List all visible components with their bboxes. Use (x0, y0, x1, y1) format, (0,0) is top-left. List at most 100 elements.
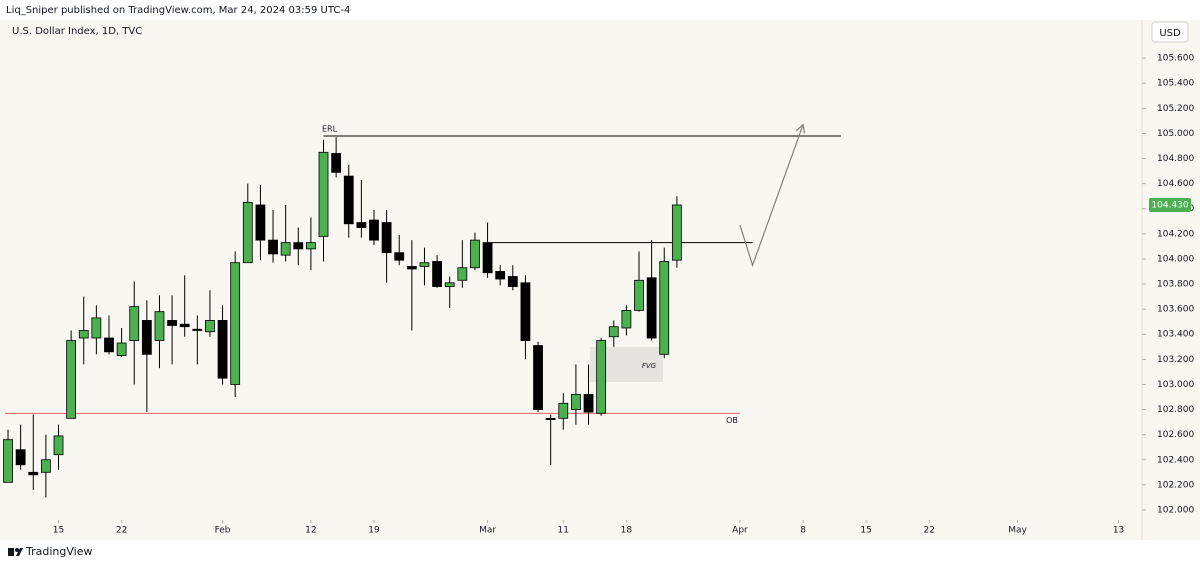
candle-body (129, 306, 140, 341)
x-tick-label: Mar (479, 526, 496, 536)
x-tick-label: 15 (53, 526, 64, 536)
y-tick-label: 102.800 (1157, 405, 1194, 415)
candle-body (255, 204, 266, 241)
y-tick-label: 105.600 (1157, 54, 1194, 64)
last-price-tag (1149, 197, 1191, 212)
candle-body (482, 242, 493, 274)
candle-body (15, 449, 26, 466)
y-tick-label: 104.200 (1157, 229, 1194, 239)
candle-body (583, 394, 594, 413)
candle-body (293, 242, 304, 250)
candle-body (141, 320, 152, 355)
x-tick-label: 22 (924, 526, 935, 536)
candle-body (91, 317, 102, 339)
candle-body (205, 320, 215, 333)
y-tick-label: 105.400 (1157, 79, 1194, 89)
candle-body (305, 242, 316, 250)
x-tick-label: 19 (368, 526, 380, 536)
y-tick-label: 102.600 (1157, 430, 1194, 440)
x-tick-label: Feb (215, 526, 231, 536)
candle-body (507, 276, 518, 287)
candle-body (394, 252, 405, 261)
x-tick-label: Apr (732, 526, 748, 536)
candle-body (646, 277, 657, 339)
y-tick-label: 105.000 (1157, 129, 1194, 139)
candle-body (154, 311, 165, 341)
y-tick-label: 104.000 (1157, 254, 1194, 264)
chart-background (0, 20, 1200, 540)
candle-body (444, 282, 455, 287)
candle-body (621, 309, 632, 329)
candle-body (116, 342, 127, 356)
candle-body (432, 261, 442, 287)
candle-body (318, 151, 329, 237)
y-tick-label: 102.200 (1157, 480, 1194, 490)
candle-body (671, 204, 682, 261)
candle-body (179, 323, 190, 328)
y-tick-label: 103.800 (1157, 280, 1194, 290)
candle-body (3, 439, 13, 483)
y-tick-label: 102.000 (1157, 505, 1194, 515)
candle-body (533, 345, 543, 410)
logo (8, 548, 23, 556)
currency: USD (1159, 28, 1181, 39)
candle-body (78, 330, 89, 339)
candle-body (167, 320, 177, 326)
y-tick-label: 103.200 (1157, 355, 1194, 365)
candle-body (104, 337, 114, 353)
candle-body (343, 175, 354, 225)
candle-body (28, 471, 39, 476)
candle-body (596, 340, 607, 414)
brand: TradingView (25, 545, 92, 558)
candle-body (331, 153, 342, 173)
publisher: Liq_Sniper published on TradingView.com,… (6, 5, 350, 16)
candle-body (520, 282, 531, 341)
projection-path (739, 124, 804, 268)
candle-body (280, 242, 291, 256)
candle-body (659, 261, 670, 355)
y-tick-label: 104.800 (1157, 154, 1194, 164)
symbol-title: U.S. Dollar Index, 1D, TVC (12, 26, 142, 37)
candle-body (66, 340, 77, 419)
candle-body (558, 402, 569, 419)
candle-body (470, 239, 480, 269)
y-tick-label: 102.400 (1157, 455, 1194, 465)
candle-body (192, 328, 203, 331)
y-tick-label: 104.600 (1157, 179, 1194, 189)
candle-body (268, 239, 278, 255)
y-tick-label: 103.400 (1157, 330, 1194, 340)
candle-body (381, 222, 392, 254)
x-tick-label: 15 (860, 526, 871, 536)
candle-body (545, 417, 556, 420)
candle-body (406, 266, 417, 270)
x-tick-label: 11 (558, 526, 569, 536)
candle-body (608, 326, 619, 338)
x-tick-label: May (1008, 526, 1027, 536)
x-tick-label: 8 (800, 526, 806, 536)
y-tick-label: 105.200 (1157, 104, 1194, 114)
candle-body (457, 267, 468, 281)
arrow-head (795, 123, 806, 134)
level-label: OB (726, 416, 738, 425)
x-tick-label: 13 (1113, 526, 1124, 536)
candle-body (634, 279, 644, 311)
candle-body (217, 320, 228, 379)
candle-body (230, 262, 241, 385)
candle-body (356, 222, 367, 228)
level-label: ERL (322, 124, 338, 133)
candle-body (419, 262, 430, 267)
x-tick-label: 12 (305, 526, 316, 536)
candle-body (571, 394, 581, 410)
candle-body (242, 202, 253, 264)
currency-box[interactable] (1151, 21, 1189, 43)
candle-body (369, 219, 379, 241)
last-price-label: 104.430 (1151, 200, 1188, 210)
y-tick-label: 103.000 (1157, 380, 1194, 390)
x-tick-label: 22 (116, 526, 127, 536)
candle-body (495, 271, 506, 280)
x-tick-label: 18 (621, 526, 633, 536)
fvg-label: FVG (642, 362, 657, 370)
y-tick-label: 103.600 (1157, 305, 1194, 315)
